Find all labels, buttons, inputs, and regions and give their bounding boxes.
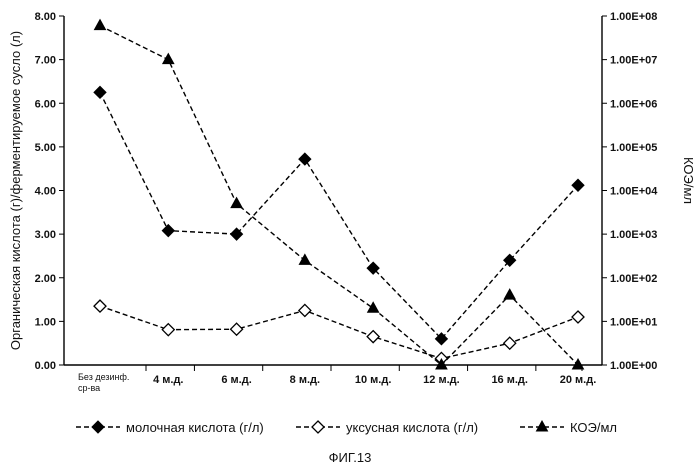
legend-label: КОЭ/мл: [570, 420, 617, 435]
figure-caption: ФИГ.13: [329, 450, 372, 465]
data-point: [94, 300, 106, 312]
x-tick-label: 6 м.д.: [221, 374, 251, 386]
series-line: [100, 92, 578, 338]
left-tick-label: 5.00: [35, 142, 56, 154]
x-tick-label: 4 м.д.: [153, 374, 183, 386]
data-point: [95, 20, 106, 30]
data-point: [231, 323, 243, 335]
legend-item-3: КОЭ/мл: [520, 420, 617, 435]
left-tick-label: 0.00: [35, 360, 56, 372]
series-2: [94, 300, 584, 364]
data-point: [572, 311, 584, 323]
right-tick-label: 1.00E+01: [610, 316, 657, 328]
series-3: [95, 20, 584, 369]
data-point: [94, 86, 106, 98]
series-layer: [94, 20, 584, 369]
right-tick-label: 1.00E+04: [610, 186, 658, 198]
left-tick-label: 2.00: [35, 273, 56, 285]
series-1: [94, 86, 584, 344]
data-point: [504, 289, 515, 299]
legend-item-1: молочная кислота (г/л): [76, 420, 264, 435]
right-tick-label: 1.00E+08: [610, 11, 657, 23]
right-tick-label: 1.00E+05: [610, 142, 657, 154]
data-point: [299, 153, 311, 165]
legend-label: молочная кислота (г/л): [126, 420, 264, 435]
legend-marker: [92, 421, 104, 433]
x-tick-label: 16 м.д.: [491, 374, 528, 386]
left-tick-label: 4.00: [35, 186, 56, 198]
data-point: [573, 359, 584, 369]
data-point: [368, 302, 379, 312]
data-point: [572, 179, 584, 191]
right-tick-label: 1.00E+07: [610, 55, 657, 67]
right-tick-label: 1.00E+06: [610, 98, 657, 110]
data-point: [504, 337, 516, 349]
legend-marker: [537, 421, 548, 431]
data-point: [231, 198, 242, 208]
legend-marker: [312, 421, 324, 433]
x-tick-label: 12 м.д.: [423, 374, 460, 386]
x-tick-label: Без дезинф.: [78, 372, 129, 382]
data-point: [367, 331, 379, 343]
data-point: [299, 254, 310, 264]
legend-label: уксусная кислота (г/л): [346, 420, 478, 435]
right-tick-label: 1.00E+00: [610, 360, 657, 372]
left-tick-label: 8.00: [35, 11, 56, 23]
data-point: [299, 304, 311, 316]
x-tick-label: 10 м.д.: [355, 374, 392, 386]
data-point: [162, 324, 174, 336]
left-tick-label: 3.00: [35, 229, 56, 241]
x-tick-label: ср-ва: [78, 383, 100, 393]
axes: 0.00 1.00 2.00 3.00 4.00 5.00 6.00 7.00 8.00 1.00…: [8, 11, 696, 393]
left-tick-label: 7.00: [35, 55, 56, 67]
left-axis-title: Органическая кислота (г)/ферментируемое …: [8, 31, 23, 350]
right-axis-title: КОЭ/мл: [681, 157, 696, 204]
right-tick-label: 1.00E+03: [610, 229, 657, 241]
data-point: [162, 225, 174, 237]
series-line: [100, 26, 578, 365]
left-tick-label: 1.00: [35, 316, 56, 328]
left-tick-label: 6.00: [35, 98, 56, 110]
legend-item-2: уксусная кислота (г/л): [296, 420, 478, 435]
right-tick-label: 1.00E+02: [610, 273, 657, 285]
data-point: [163, 54, 174, 64]
legend: молочная кислота (г/л) уксусная кислота (…: [76, 420, 617, 435]
x-tick-label: 20 м.д.: [560, 374, 597, 386]
x-tick-label: 8 м.д.: [290, 374, 320, 386]
